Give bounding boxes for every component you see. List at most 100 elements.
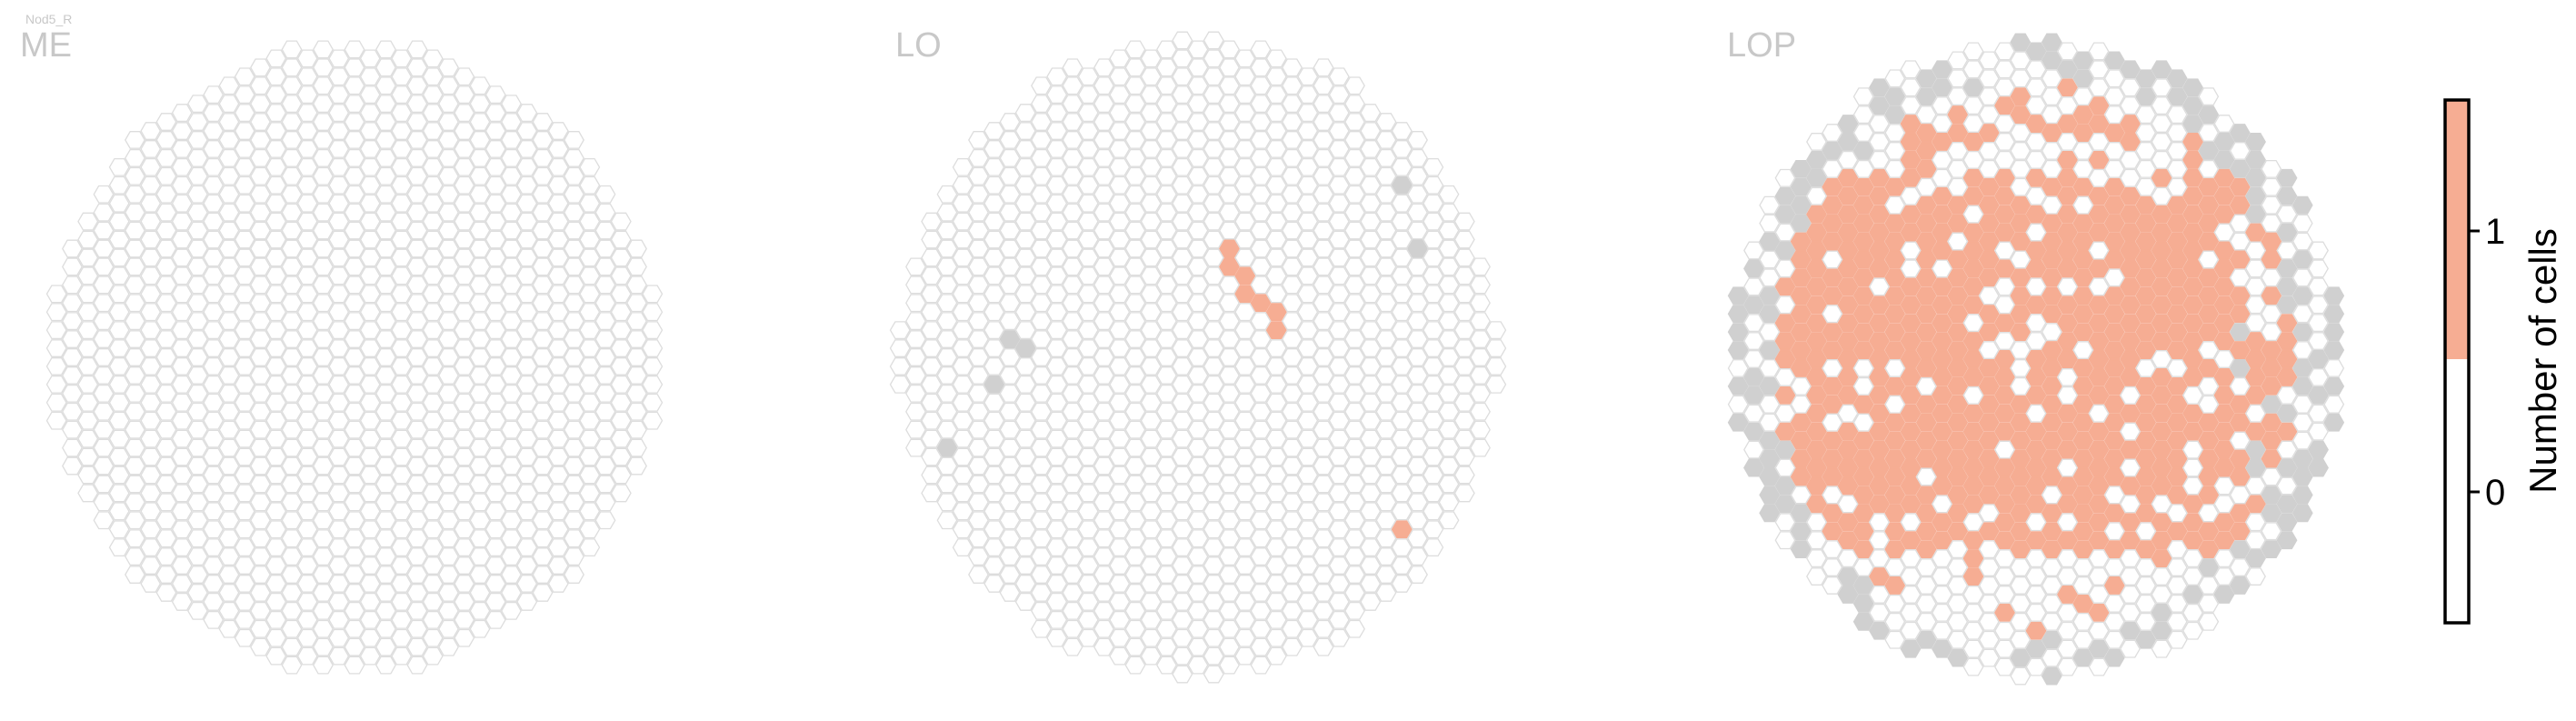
lop-column-hex [1759, 195, 1781, 215]
lo-column-hex [1187, 475, 1209, 494]
lo-column-hex [1344, 95, 1365, 114]
lop-column-hex-filled [2010, 504, 2032, 523]
lo-column-hex [1093, 312, 1114, 331]
lop-column-hex [2010, 376, 2032, 396]
lo-column-hex [1407, 203, 1428, 222]
lo-column-hex [1014, 411, 1036, 430]
me-column-hex [594, 402, 616, 421]
me-column-hex [438, 312, 459, 331]
lo-column-hex [1077, 575, 1099, 593]
me-column-hex [187, 511, 208, 530]
me-column-hex [594, 384, 616, 403]
me-column-hex [281, 384, 303, 403]
lop-column-hex [2088, 78, 2110, 97]
lo-column-hex [1031, 113, 1052, 131]
lo-column-hex [1485, 357, 1507, 376]
me-column-hex [469, 131, 491, 149]
lo-column-hex [1407, 294, 1428, 313]
lo-column-hex [1156, 312, 1177, 331]
me-column-hex [391, 592, 413, 611]
lop-column-hex-filled [2151, 314, 2172, 333]
lo-column-hex [1360, 303, 1382, 322]
lo-column-hex [1485, 321, 1507, 340]
lo-column-hex [1124, 275, 1146, 295]
lop-column-hex [2057, 42, 2078, 61]
lo-column-hex [1140, 575, 1162, 593]
lop-column-hex-filled [1915, 142, 1937, 160]
lo-column-hex [1375, 312, 1397, 331]
lop-column-hex-gray [1790, 159, 1812, 178]
lop-column-hex-gray [2276, 186, 2298, 205]
me-column-hex [391, 230, 413, 249]
me-column-hex [594, 185, 616, 204]
me-column-hex [218, 113, 240, 131]
me-column-hex [375, 275, 396, 295]
lo-column-hex [1187, 566, 1209, 584]
me-column-hex [250, 257, 271, 276]
lop-column-hex-filled [2041, 250, 2062, 269]
me-column-hex [375, 348, 396, 366]
lo-column-hex [1265, 357, 1287, 376]
lop-column-hex [1790, 376, 1812, 396]
lo-column-hex [1407, 148, 1428, 167]
lo-column-hex [1062, 511, 1083, 530]
lop-column-hex [1884, 395, 1906, 414]
me-column-hex [391, 104, 413, 123]
lo-column-hex [1234, 575, 1256, 593]
lop-column-hex-gray [2041, 630, 2062, 649]
lo-column-hex [968, 366, 989, 385]
lop-column-hex-gray [2103, 51, 2125, 70]
me-column-hex [579, 194, 601, 213]
lop-column-hex-gray [2276, 513, 2298, 532]
lo-column-hex [1140, 357, 1162, 376]
lo-column-hex [1265, 212, 1287, 231]
lo-column-hex [1297, 538, 1319, 557]
me-column-hex [296, 520, 318, 539]
lop-column-hex [1822, 359, 1843, 377]
me-column-hex [532, 257, 554, 276]
lo-column-hex [1360, 212, 1382, 231]
lo-column-hex [905, 294, 926, 313]
lop-column-hex [1962, 150, 1984, 169]
me-column-hex [344, 402, 365, 421]
me-column-hex [454, 285, 475, 304]
me-column-hex [626, 402, 647, 421]
lo-column-hex [1265, 575, 1287, 593]
me-column-hex [344, 113, 365, 131]
lo-column-hex [921, 339, 943, 357]
me-column-hex [422, 49, 444, 68]
lop-column-hex-gray [2072, 648, 2094, 667]
lop-column-hex-filled [2088, 368, 2110, 386]
me-column-hex [469, 257, 491, 276]
me-column-hex [516, 447, 538, 466]
me-column-hex [406, 275, 428, 295]
lo-column-hex [1124, 76, 1146, 95]
lo-column-hex-filled [1219, 239, 1240, 258]
me-column-hex [45, 411, 67, 430]
me-column-hex [406, 511, 428, 530]
me-column-hex [187, 438, 208, 457]
me-column-hex [125, 529, 145, 548]
me-column-hex [642, 357, 664, 376]
lop-column-hex-gray [2291, 486, 2313, 505]
me-column-hex [281, 275, 303, 295]
lop-column-hex-filled [2088, 186, 2110, 205]
lo-column-hex [1344, 511, 1365, 530]
lo-column-hex [1156, 547, 1177, 566]
lop-column-hex-gray [2229, 359, 2251, 377]
lo-column-hex [1344, 113, 1365, 131]
lop-column-hex [1900, 567, 1922, 586]
lo-column-hex [1234, 484, 1256, 503]
lop-column-hex-filled [2103, 449, 2125, 468]
me-column-hex [62, 420, 83, 439]
lop-column-hex-filled [2103, 540, 2125, 559]
lo-column-hex [1124, 511, 1146, 530]
lo-column-hex [999, 348, 1021, 366]
lo-column-hex [1109, 646, 1131, 666]
lo-column-hex [1109, 592, 1131, 611]
lo-column-hex [1360, 575, 1382, 593]
me-column-hex [296, 429, 318, 448]
lo-column-hex [1234, 104, 1256, 123]
lop-column-hex-gray [2072, 51, 2094, 70]
me-column-hex [171, 104, 193, 123]
